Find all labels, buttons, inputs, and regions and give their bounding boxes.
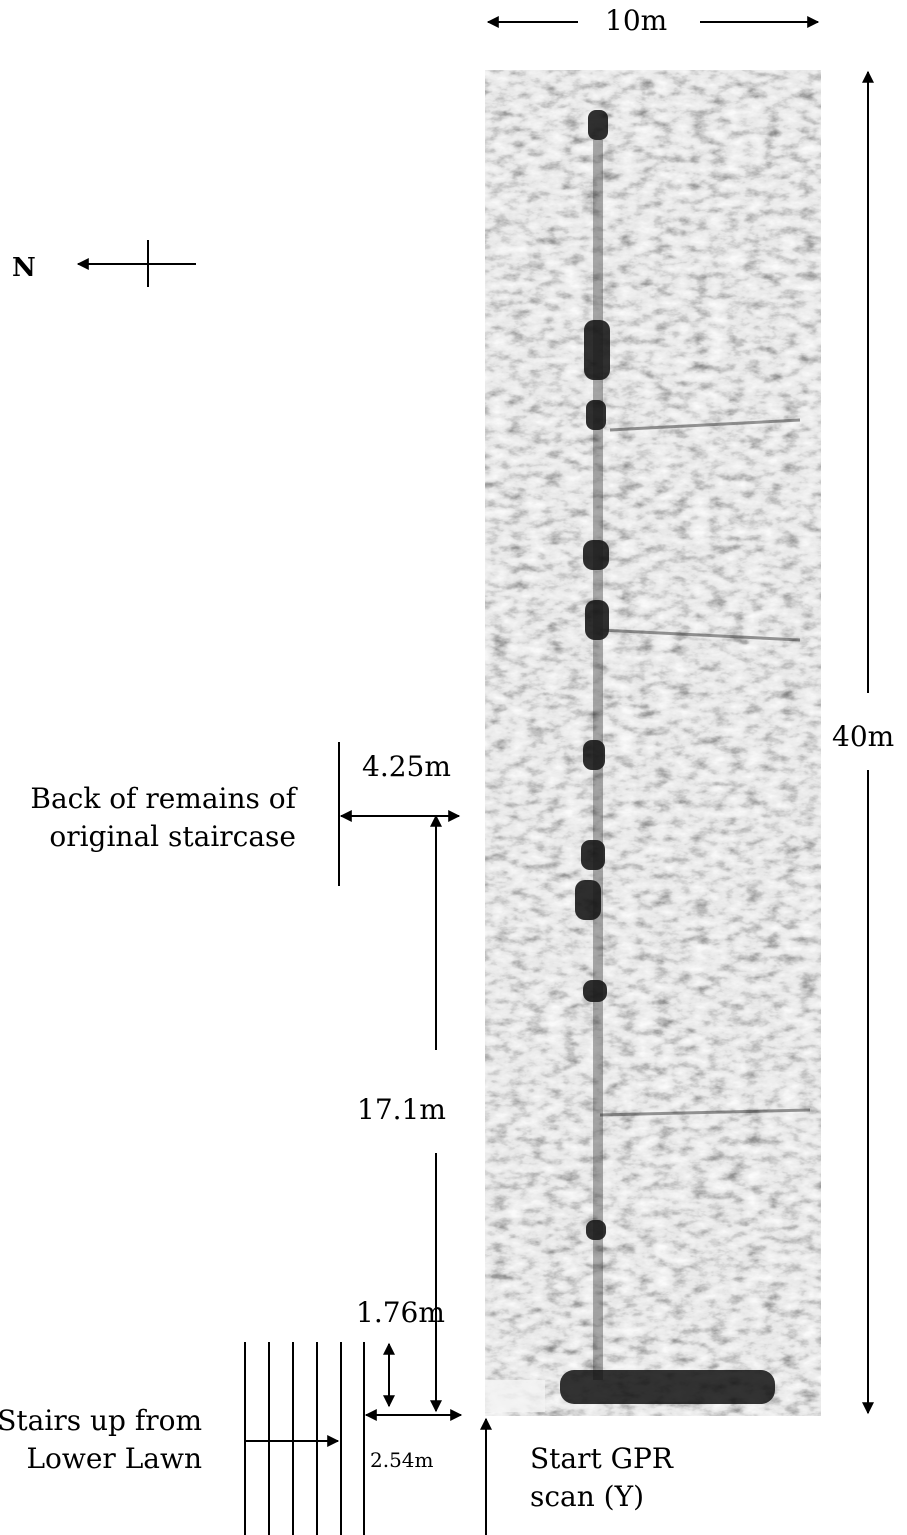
length-dimension-label: 40m <box>832 720 895 753</box>
width-dimension-label: 10m <box>605 4 668 37</box>
gpr-scan-image <box>485 70 821 1416</box>
stairs-horizontal-offset-label: 2.54m <box>370 1448 434 1472</box>
start-scan-label-line2: scan (Y) <box>530 1480 645 1513</box>
stairs-label-line2: Lower Lawn <box>26 1442 202 1475</box>
stairs-lines <box>244 1342 365 1535</box>
staircase-label-line1: Back of remains of <box>30 782 296 815</box>
staircase-offset-label: 4.25m <box>362 750 451 783</box>
start-scan-label-line1: Start GPR <box>530 1442 673 1475</box>
stairs-label-line1: Stairs up from <box>0 1404 202 1437</box>
stairs-vertical-offset-label: 1.76m <box>356 1296 445 1329</box>
staircase-distance-label: 17.1m <box>357 1093 446 1126</box>
staircase-label-line2: original staircase <box>49 820 296 853</box>
north-label: N <box>12 253 36 283</box>
north-arrow <box>76 240 196 287</box>
